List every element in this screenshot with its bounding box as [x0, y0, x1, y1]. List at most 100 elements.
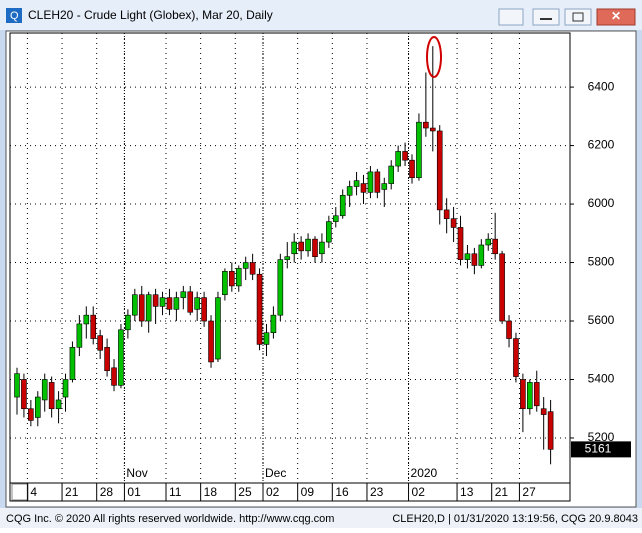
candle-body	[215, 297, 221, 360]
x-tick-label: 02	[266, 485, 280, 499]
candle-body	[423, 121, 429, 129]
candle-body	[263, 332, 270, 345]
candle-body	[242, 262, 249, 269]
x-tick-label: 27	[522, 485, 536, 499]
app-icon	[6, 8, 22, 23]
link-button[interactable]	[498, 8, 524, 26]
y-tick-label: 5200	[588, 430, 615, 444]
x-tick-label: 11	[169, 485, 182, 499]
candle-body	[90, 314, 97, 339]
candle-body	[194, 297, 200, 310]
candle-body	[429, 127, 436, 132]
candle-body	[478, 244, 485, 266]
candle-body	[402, 151, 408, 161]
candle-body	[527, 382, 533, 410]
candle-body	[76, 323, 83, 348]
last-price-label: 5161	[585, 442, 612, 456]
x-tick-label: 09	[301, 485, 315, 499]
candle-body	[41, 379, 48, 401]
candle-body	[180, 291, 187, 298]
candle-body	[249, 262, 256, 275]
month-label: Dec	[265, 466, 286, 480]
maximize-glyph	[572, 12, 584, 22]
close-button[interactable]	[596, 8, 636, 26]
candle-body	[187, 291, 194, 313]
candle-body	[471, 253, 478, 266]
candle-body	[443, 209, 450, 219]
x-tick-label: 21	[65, 485, 79, 499]
x-tick-label: 23	[370, 485, 384, 499]
status-left: CQG Inc. © 2020 All rights reserved worl…	[6, 513, 334, 525]
candle-body	[104, 347, 110, 372]
candle-body	[485, 238, 492, 246]
candle-body	[339, 194, 346, 217]
candle-body	[332, 215, 339, 222]
candle-body	[208, 320, 214, 363]
status-bar	[0, 508, 642, 528]
candle-body	[145, 294, 152, 322]
candle-body	[284, 256, 291, 260]
x-tick-label: 21	[495, 485, 509, 499]
last-price-box	[571, 441, 631, 458]
candle-body	[395, 151, 401, 167]
candle-body	[464, 253, 471, 260]
minimize-button[interactable]	[532, 8, 560, 26]
y-tick-label: 5800	[588, 255, 615, 269]
candle-body	[492, 238, 498, 255]
y-tick-label: 6200	[588, 138, 615, 152]
icon-glyph: Q	[10, 10, 19, 22]
candle-body	[34, 396, 41, 418]
y-tick-label: 5400	[588, 372, 615, 386]
x-tick-label: 4	[30, 485, 37, 499]
candle-body	[55, 399, 62, 410]
x-tick-label: 16	[335, 485, 349, 499]
candle-body	[256, 273, 263, 345]
candle-body	[457, 227, 464, 260]
candle-body	[48, 382, 55, 410]
candle-body	[201, 297, 207, 322]
candle-body	[533, 382, 540, 407]
candle-body	[97, 335, 103, 351]
candle-body	[298, 241, 304, 252]
candle-body	[547, 411, 554, 450]
candle-body	[416, 121, 422, 179]
y-tick-label: 6000	[588, 196, 615, 210]
candle-body	[14, 373, 20, 398]
x-tick-label: 18	[204, 485, 218, 499]
maximize-button[interactable]	[564, 8, 592, 26]
candle-body	[305, 238, 311, 252]
candle-body	[360, 183, 367, 193]
candle-body	[173, 297, 180, 310]
y-tick-label: 6400	[588, 79, 615, 93]
candle-body	[291, 241, 298, 255]
x-tick-label: 02	[412, 485, 426, 499]
candle-body	[235, 268, 242, 287]
scroll-button[interactable]	[11, 483, 29, 501]
candle-body	[83, 314, 90, 325]
x-tick-label: 25	[238, 485, 252, 499]
candle-body	[381, 183, 388, 190]
candle-body	[326, 221, 332, 243]
candle-body	[69, 347, 76, 380]
candle-body	[374, 171, 381, 193]
candle-body	[270, 314, 277, 334]
candle-body	[499, 253, 505, 322]
y-tick-label: 5600	[588, 313, 615, 327]
candle-body	[450, 218, 457, 228]
candle-body	[159, 297, 166, 307]
candle-body	[166, 297, 173, 310]
candle-body	[520, 379, 526, 410]
candle-body	[319, 241, 325, 255]
close-glyph: ✕	[611, 9, 621, 23]
candle-body	[513, 338, 519, 377]
candle-body	[388, 165, 395, 184]
candle-body	[367, 171, 374, 193]
candle-body	[229, 271, 235, 287]
candle-body	[152, 294, 159, 307]
highlight-ellipse	[426, 36, 442, 78]
candle-body	[138, 294, 145, 322]
chart: 5200 5400 5600 5800 6000 6200 6400 4 21 28 01 11 18 2…	[10, 33, 631, 501]
candle-body	[111, 367, 117, 386]
